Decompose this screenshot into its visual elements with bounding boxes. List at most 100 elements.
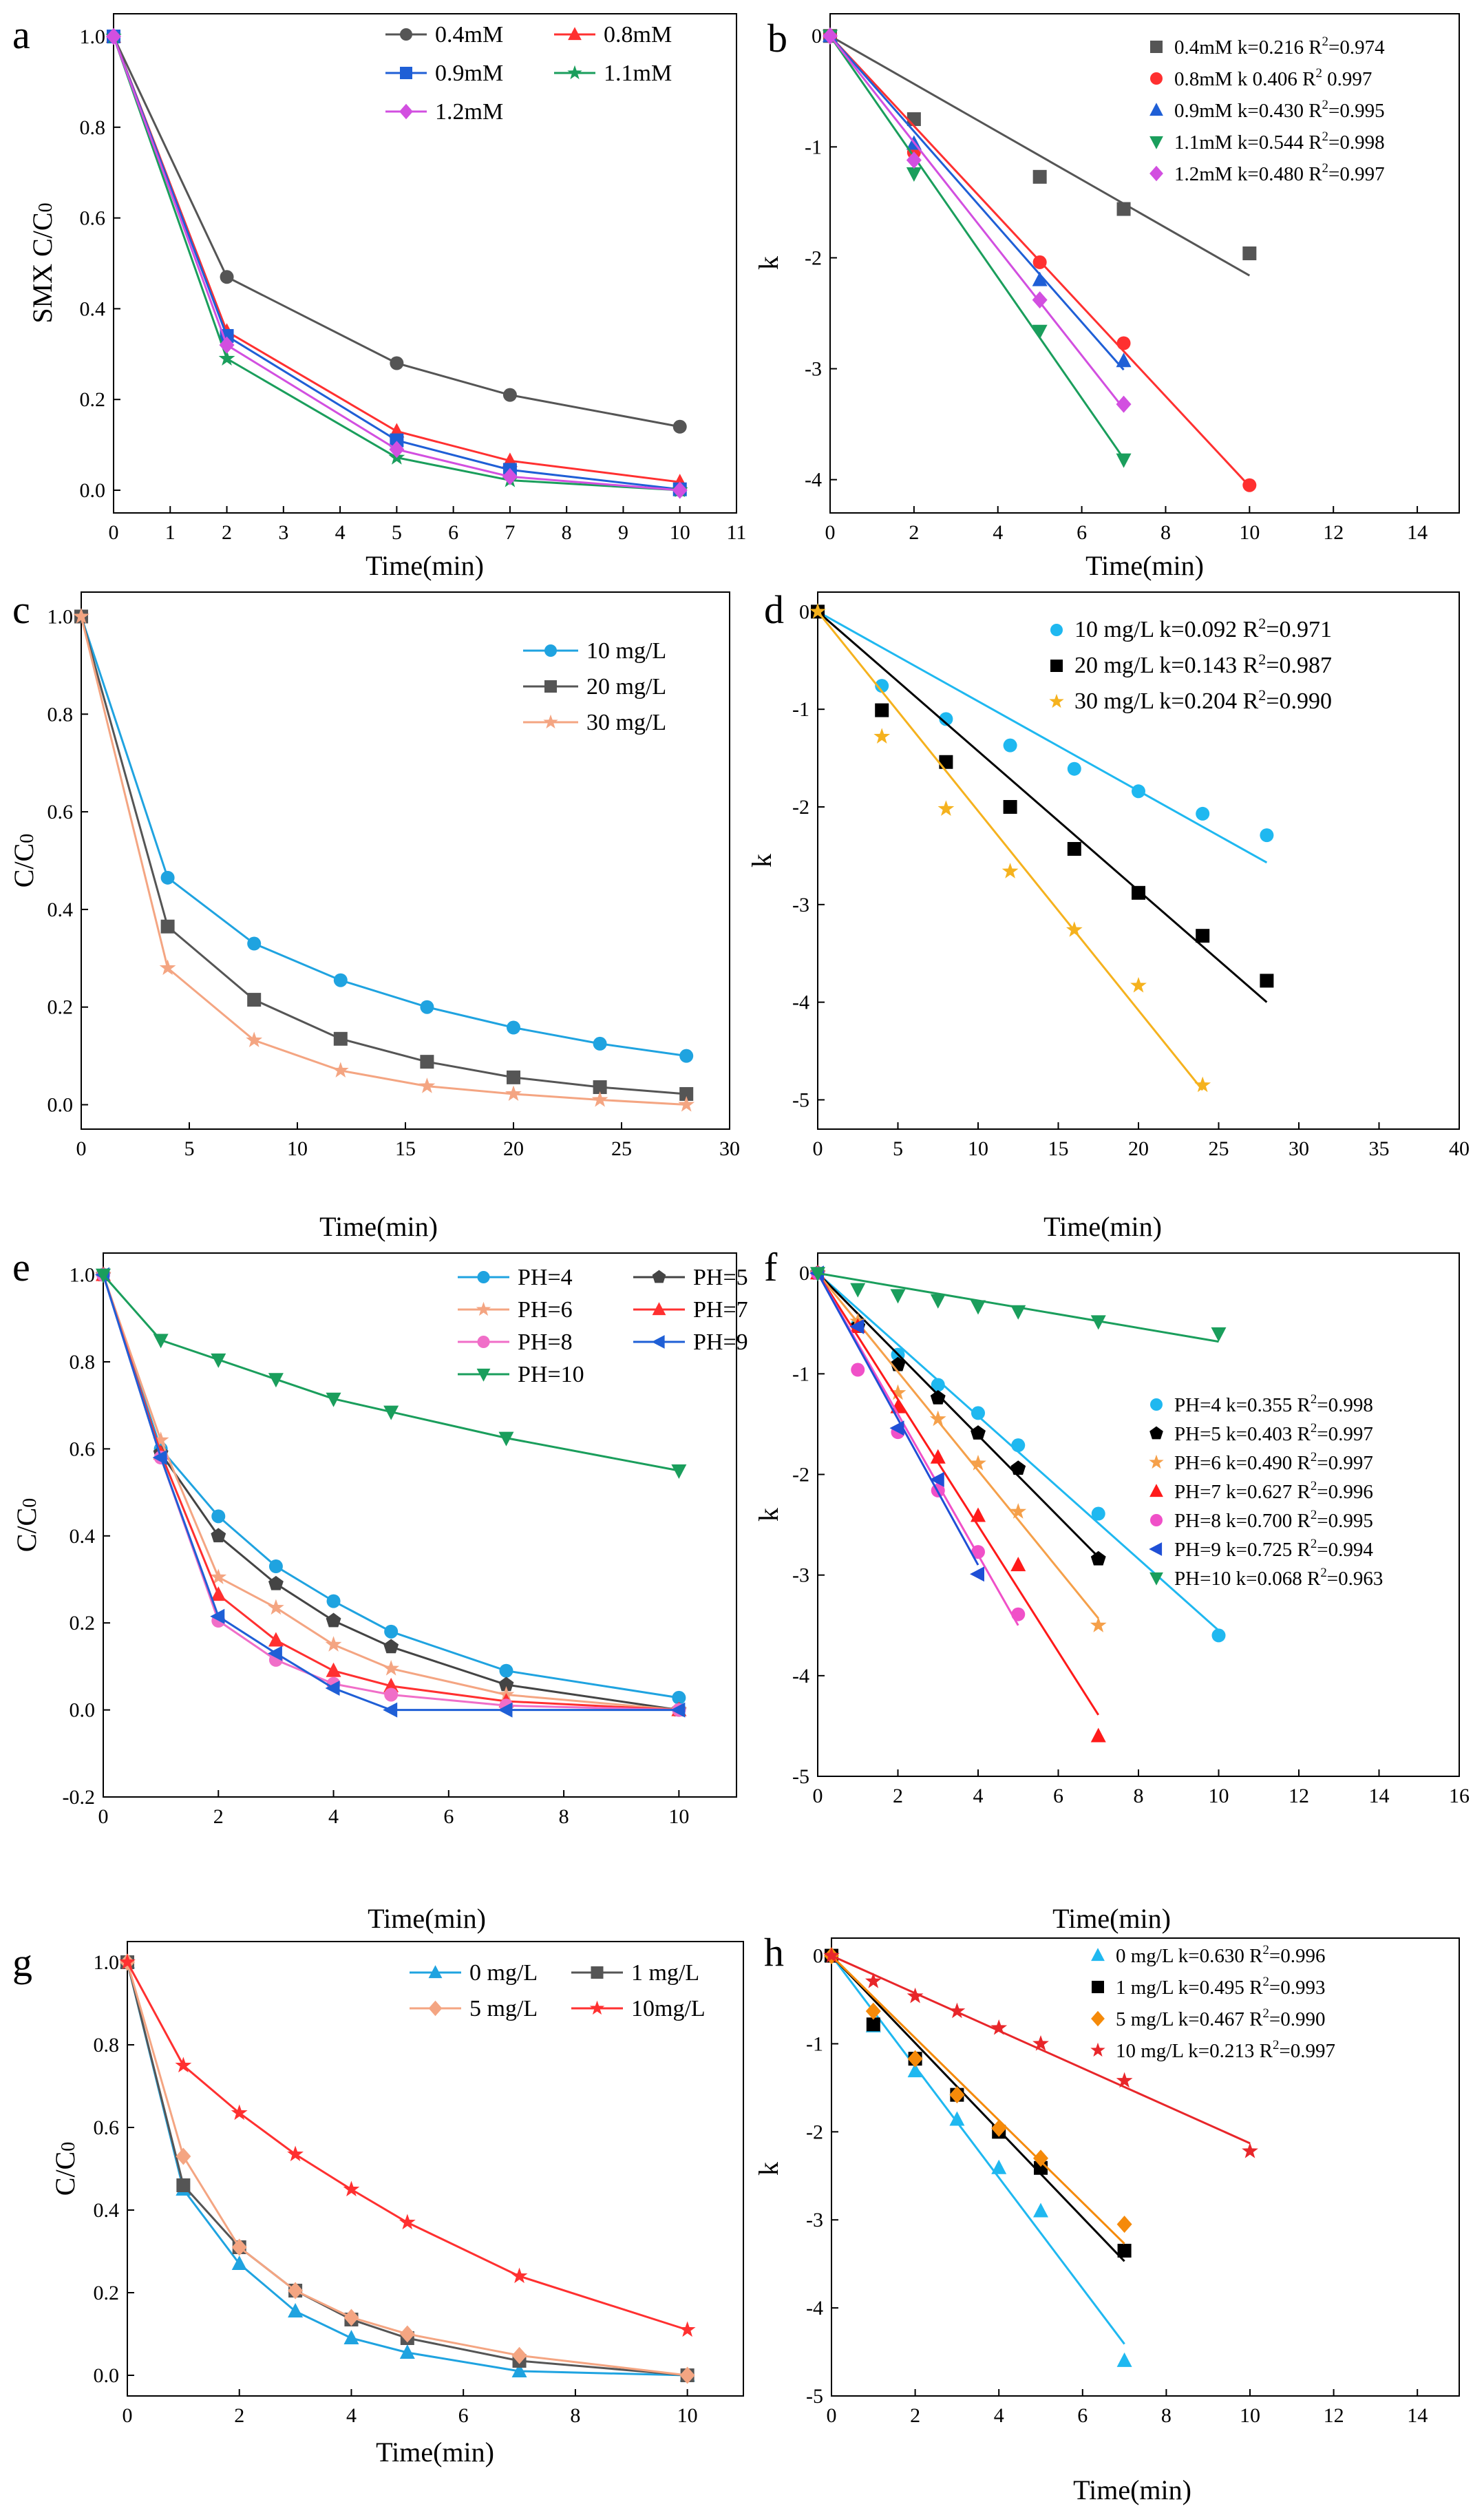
data-point	[343, 2180, 360, 2197]
data-point	[1010, 1305, 1026, 1320]
x-tick-label: 0	[825, 521, 836, 544]
legend-label: 20 mg/L k=0.143 R2=0.987	[1074, 651, 1332, 678]
data-point	[390, 433, 404, 448]
legend-item: PH=4	[458, 1265, 573, 1290]
panel-label: e	[12, 1245, 30, 1290]
legend-item: PH=5 k=0.403 R2=0.997	[1149, 1421, 1373, 1445]
data-point	[343, 2330, 359, 2344]
chart-panel-g: 0 2 4 6 8 10 0.0 0.2 0.4 0.6 0.8 1.0 g Time(min) Time(…	[12, 1903, 744, 2468]
data-point	[591, 1091, 608, 1107]
data-point	[210, 1608, 225, 1624]
legend-marker	[1049, 693, 1064, 708]
data-point	[505, 1085, 522, 1102]
legend-marker	[1050, 624, 1063, 636]
y-tick-label: 0.8	[80, 116, 106, 139]
x-tick-label: 0	[109, 521, 119, 544]
legend-marker	[589, 2000, 605, 2015]
x-tick-label: 11	[727, 521, 747, 544]
y-axis-label: SMX C/C0	[27, 202, 58, 323]
y-tick-label: 1.0	[70, 1264, 96, 1287]
data-point	[399, 2344, 415, 2359]
data-point	[670, 1702, 686, 1718]
y-tick-label: 0	[799, 600, 809, 623]
data-point	[288, 2282, 304, 2300]
data-point	[106, 28, 121, 45]
data-point	[507, 1020, 520, 1035]
legend-label: 1.1mM	[604, 61, 672, 86]
series-10mg-l	[119, 1953, 696, 2337]
legend-marker	[400, 28, 412, 41]
data-point	[1196, 806, 1210, 821]
data-point	[823, 1947, 840, 1963]
data-point	[971, 1300, 986, 1315]
x-tick-label: 25	[611, 1137, 632, 1160]
legend-label-r2: =0.997	[1328, 163, 1385, 185]
x-tick-label: 14	[1407, 521, 1428, 544]
legend-item: PH=5	[633, 1265, 748, 1290]
data-point	[1116, 395, 1132, 413]
data-point	[268, 1632, 284, 1647]
series-1-2mm	[106, 28, 688, 499]
legend-item: PH=7 k=0.627 R2=0.996	[1149, 1479, 1373, 1503]
x-tick-label: 4	[328, 1805, 339, 1828]
x-tick-label: 10	[670, 521, 690, 544]
data-point	[865, 2002, 881, 2020]
legend-item: 0.9mM k=0.430 R2=0.995	[1149, 98, 1385, 122]
series-ph-10-k-0-068-r2-0-963	[810, 1267, 1227, 1343]
legend-marker	[1149, 1572, 1163, 1586]
legend-label: PH=5	[693, 1265, 748, 1290]
legend-item: PH=8	[458, 1329, 573, 1355]
data-point	[1132, 784, 1145, 799]
data-point	[176, 2147, 191, 2165]
legend-label-main: 0.8mM k 0.406 R	[1174, 68, 1316, 90]
data-point	[333, 1031, 348, 1046]
data-point	[970, 1566, 984, 1582]
data-point	[399, 2325, 415, 2343]
data-point	[1032, 324, 1048, 339]
x-tick-label: 0	[827, 2404, 837, 2427]
data-point	[383, 1405, 399, 1420]
legend-item: 30 mg/L k=0.204 R2=0.990	[1049, 686, 1332, 714]
legend-item: 0.4mM k=0.216 R2=0.974	[1150, 34, 1385, 59]
data-point	[1001, 863, 1019, 879]
data-point	[1260, 828, 1274, 843]
data-point	[672, 481, 688, 499]
x-tick-label: 10	[968, 1137, 988, 1160]
legend-label-main: 1.1mM k=0.544 R	[1174, 132, 1322, 154]
x-tick-label: 2	[909, 521, 919, 544]
legend-label-r2: =0.974	[1328, 36, 1385, 59]
legend-label-main: PH=10 k=0.068 R	[1174, 1568, 1321, 1590]
x-tick-label: 8	[1161, 2404, 1172, 2427]
legend-item: 10 mg/L k=0.092 R2=0.971	[1050, 615, 1332, 642]
fit-line	[829, 35, 1125, 459]
y-tick-label: -5	[792, 1765, 809, 1788]
legend-label-r2: =0.997	[1317, 1423, 1373, 1445]
panel-label: g	[12, 1940, 32, 1985]
data-point	[823, 27, 838, 45]
data-point	[176, 2178, 191, 2192]
data-point	[389, 441, 405, 459]
data-point	[1260, 974, 1274, 988]
series-line	[80, 616, 687, 1095]
legend-item: PH=7	[633, 1297, 748, 1323]
legend-item: 1.2mM	[385, 99, 503, 125]
y-tick-label: -1	[792, 1363, 809, 1385]
panel-label: a	[12, 12, 30, 57]
x-tick-label: 12	[1324, 2404, 1344, 2427]
x-tick-label: 5	[184, 1137, 195, 1160]
legend-marker	[476, 1368, 491, 1382]
legend: PH=4 k=0.355 R2=0.998 PH=5 k=0.403 R2=0.9…	[1149, 1392, 1383, 1590]
data-point	[931, 1378, 945, 1392]
fit-line	[830, 1955, 1125, 2262]
legend-item: 0 mg/L k=0.630 R2=0.996	[1091, 1943, 1325, 1967]
data-point	[119, 1953, 136, 1970]
legend-label: 1.1mM k=0.544 R2=0.998	[1174, 129, 1385, 154]
y-axis-label: k	[753, 256, 784, 270]
legend-marker	[1150, 41, 1163, 53]
series-line	[112, 36, 680, 491]
y-tick-label: -3	[806, 2209, 823, 2231]
x-tick-label: 6	[1053, 1785, 1063, 1807]
data-point	[511, 2363, 527, 2377]
data-point	[211, 1528, 226, 1543]
